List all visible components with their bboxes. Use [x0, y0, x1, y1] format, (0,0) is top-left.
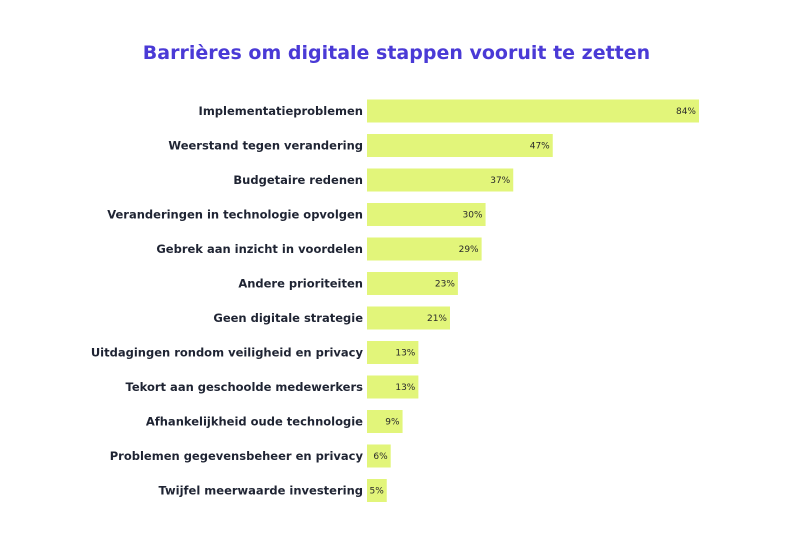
category-label: Veranderingen in technologie opvolgen: [107, 208, 363, 222]
bar: [367, 341, 419, 364]
value-label: 84%: [676, 107, 696, 117]
bar: [367, 99, 699, 123]
category-label: Gebrek aan inzicht in voordelen: [156, 242, 363, 256]
category-label: Uitdagingen rondom veiligheid en privacy: [91, 346, 364, 360]
value-label: 9%: [385, 418, 400, 428]
bar: [367, 237, 482, 261]
value-label: 5%: [369, 487, 384, 497]
category-label: Implementatieproblemen: [199, 104, 363, 118]
category-label: Geen digitale strategie: [213, 311, 363, 325]
category-label: Weerstand tegen verandering: [168, 139, 363, 153]
category-label: Andere prioriteiten: [238, 277, 363, 291]
bar: [367, 203, 486, 226]
category-label: Problemen gegevensbeheer en privacy: [110, 449, 364, 463]
value-label: 30%: [463, 211, 483, 221]
value-label: 29%: [459, 245, 479, 255]
bar: [367, 410, 403, 433]
category-label: Tekort aan geschoolde medewerkers: [126, 380, 364, 394]
value-label: 23%: [435, 280, 455, 290]
value-label: 13%: [395, 383, 415, 393]
value-label: 21%: [427, 314, 447, 324]
bar: [367, 444, 391, 468]
value-label: 13%: [395, 349, 415, 359]
category-label: Afhankelijkheid oude technologie: [146, 415, 363, 429]
bar: [367, 306, 450, 330]
value-label: 6%: [373, 452, 388, 462]
bar: [367, 272, 458, 295]
bar: [367, 479, 387, 502]
bar: [367, 168, 514, 192]
bar: [367, 375, 419, 399]
bar: [367, 134, 553, 157]
category-label: Budgetaire redenen: [233, 173, 363, 187]
value-label: 37%: [490, 176, 510, 186]
category-label: Twijfel meerwaarde investering: [158, 484, 363, 498]
value-label: 47%: [530, 142, 550, 152]
chart-title: Barrières om digitale stappen vooruit te…: [142, 42, 651, 64]
